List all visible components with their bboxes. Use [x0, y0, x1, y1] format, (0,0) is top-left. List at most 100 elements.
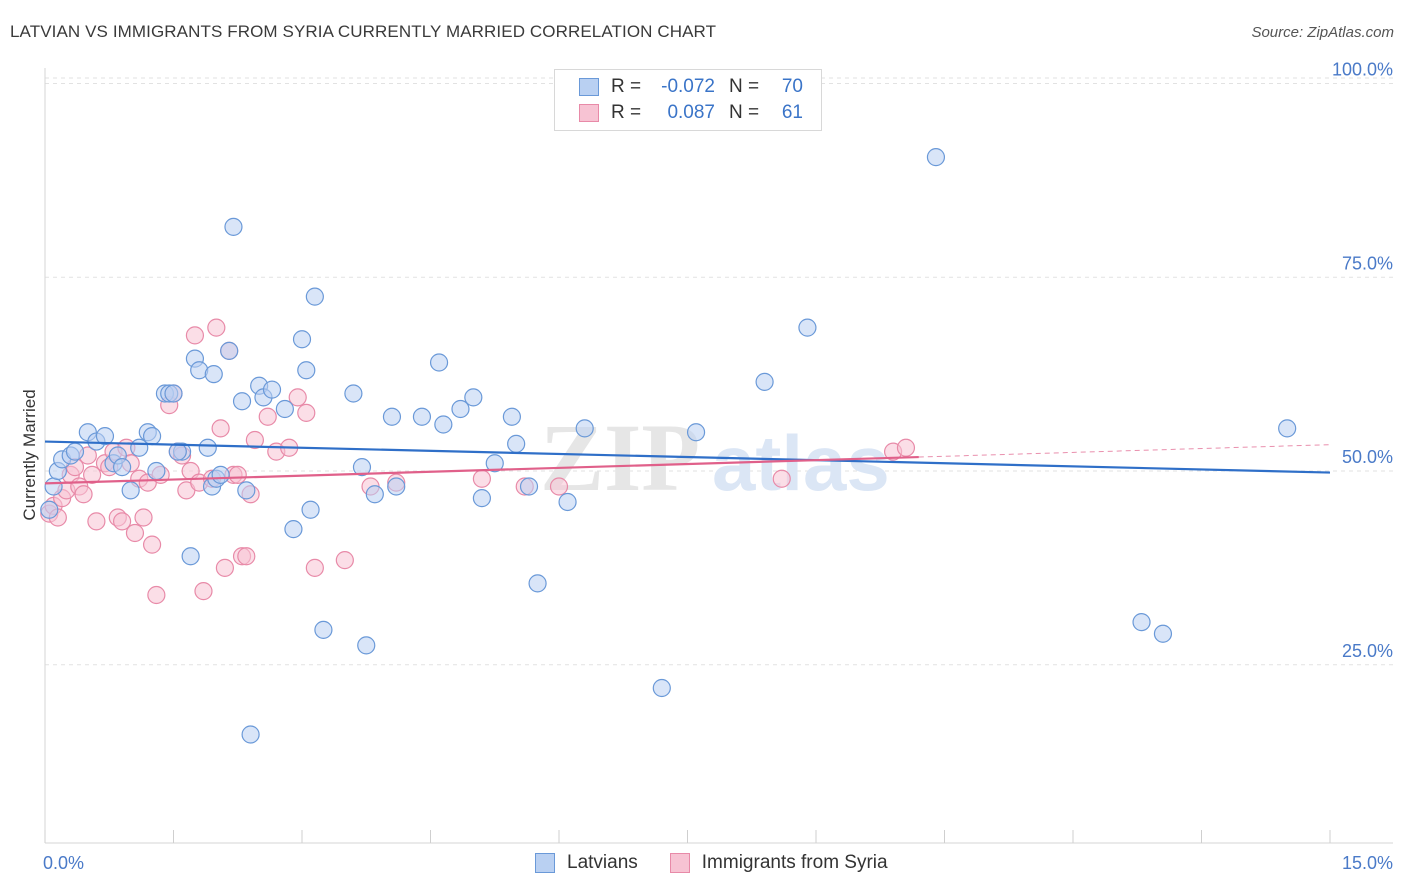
latvian-point [292, 330, 312, 349]
latvian-point [241, 725, 260, 744]
latvian-point [464, 388, 483, 407]
syria-point [207, 318, 226, 337]
grid-lines [45, 77, 1393, 666]
legend-n-value: 70 [781, 76, 803, 97]
latvian-point [204, 365, 223, 384]
latvian-point [211, 465, 230, 484]
latvian-point [485, 454, 504, 473]
latvian-point [412, 407, 432, 426]
latvian-point [344, 384, 363, 403]
legend-row-latvians: R = -0.072 N = 70 [579, 75, 803, 99]
syria-point [896, 438, 916, 457]
latvian-point [798, 318, 817, 337]
latvian-point [232, 392, 252, 411]
latvian-point [112, 458, 132, 477]
y-tick-label: 25.0% [1342, 641, 1393, 661]
syria-trend-line [44, 455, 919, 485]
tick-labels: 25.0% 50.0% 75.0% 100.0% 0.0% 15.0% [43, 60, 1393, 874]
legend-label-syria: Immigrants from Syria [701, 852, 888, 873]
latvian-points [40, 148, 1297, 744]
syria-point [125, 523, 145, 543]
latvian-point [686, 423, 706, 442]
latvian-point [472, 489, 491, 508]
latvian-point [275, 399, 294, 419]
latvian-point [575, 419, 594, 438]
syria-point [258, 407, 277, 426]
latvian-point [365, 485, 384, 504]
syria-trend-extension [918, 444, 1331, 458]
stats-legend: R = -0.072 N = 70 R = 0.087 N = 61 [554, 69, 822, 131]
latvian-point [502, 407, 521, 426]
latvian-point [297, 361, 316, 380]
latvian-point [528, 574, 547, 593]
syria-point [305, 558, 324, 577]
watermark: ZIP atlas [540, 404, 890, 511]
y-tick-label: 75.0% [1342, 253, 1393, 273]
legend-label-latvians: Latvians [567, 852, 638, 873]
latvian-point [652, 678, 671, 698]
latvian-point [558, 492, 577, 512]
legend-n-value: 61 [781, 102, 803, 123]
legend-swatch-pink [579, 104, 599, 122]
latvian-point [65, 442, 85, 461]
syria-point [772, 469, 791, 488]
syria-point [245, 430, 264, 450]
latvian-point [181, 547, 200, 566]
syria-point [83, 465, 102, 484]
x-tick-label: 15.0% [1342, 853, 1393, 873]
syria-point [335, 551, 354, 570]
latvian-point [382, 407, 402, 426]
latvian-trend-line [44, 440, 1331, 474]
syria-point [472, 469, 491, 488]
legend-item-latvians[interactable]: Latvians [535, 852, 638, 874]
latvian-point [198, 438, 217, 457]
latvian-point [314, 620, 333, 639]
syria-point [142, 535, 162, 554]
latvian-point [168, 442, 187, 461]
legend-swatch-blue [579, 78, 599, 96]
latvian-point [519, 477, 539, 496]
latvian-point [164, 384, 183, 403]
chart-title: LATVIAN VS IMMIGRANTS FROM SYRIA CURRENT… [10, 22, 717, 41]
syria-point [112, 512, 132, 531]
latvian-point [387, 477, 406, 496]
latvian-point [284, 520, 303, 539]
syria-point [297, 403, 316, 422]
syria-point [211, 419, 230, 438]
legend-swatch-pink [669, 853, 690, 873]
latvian-point [926, 148, 946, 167]
latvian-point [142, 427, 162, 446]
latvian-point [434, 415, 453, 434]
syria-point [134, 508, 153, 527]
syria-point [288, 388, 307, 407]
legend-r-value: -0.072 [661, 76, 715, 97]
legend-r-value: 0.087 [667, 102, 715, 123]
source-label: Source: ZipAtlas.com [1251, 24, 1394, 41]
latvian-point [262, 380, 282, 399]
latvian-point [1153, 624, 1173, 643]
y-tick-label: 50.0% [1342, 447, 1393, 467]
legend-row-syria: R = 0.087 N = 61 [579, 101, 803, 125]
syria-point [87, 512, 106, 531]
syria-point [194, 582, 213, 601]
syria-point [74, 485, 93, 504]
legend-n-label: N = [729, 76, 760, 97]
syria-point [237, 547, 256, 566]
latvian-point [220, 341, 239, 360]
syria-point [228, 465, 247, 484]
latvian-point [1132, 613, 1151, 632]
legend-swatch-blue [535, 853, 555, 873]
latvian-point [451, 399, 470, 419]
y-tick-label: 100.0% [1332, 60, 1393, 80]
legend-item-syria[interactable]: Immigrants from Syria [669, 852, 888, 874]
trend-lines [44, 440, 1331, 485]
axes [44, 68, 1393, 844]
latvian-point [95, 427, 115, 446]
latvian-point [121, 481, 140, 500]
syria-point [549, 477, 569, 496]
syria-point [185, 326, 205, 345]
latvian-point [301, 500, 320, 519]
series-legend: Latvians Immigrants from Syria [535, 852, 920, 874]
latvian-point [429, 353, 449, 372]
